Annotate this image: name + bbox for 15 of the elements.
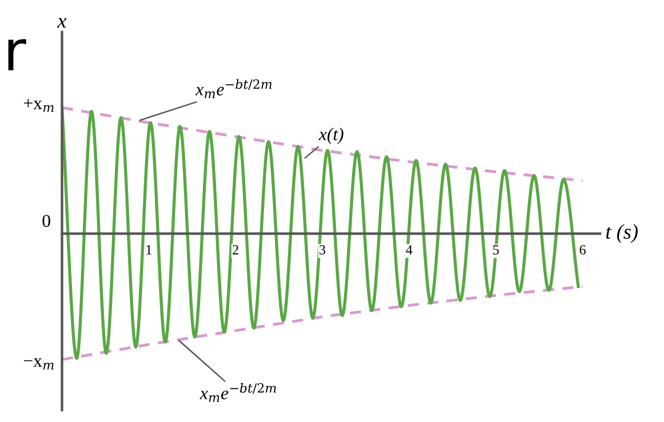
x-axis-title: t (s) bbox=[606, 224, 638, 244]
x-tick-label: 1 bbox=[146, 245, 152, 254]
annotation: x$_{m}$e$^{−bt/2m}$ bbox=[195, 79, 272, 98]
annotation: 0 bbox=[42, 214, 50, 228]
annotation: −x$_{m}$ bbox=[24, 358, 54, 370]
annotation: x$_{m}$e$^{−bt/2m}$ bbox=[200, 382, 276, 402]
x-tick-label: 4 bbox=[406, 245, 412, 254]
annotation: x(t) bbox=[318, 128, 344, 144]
text: r bbox=[8, 39, 26, 70]
x-tick-label: 3 bbox=[320, 245, 326, 254]
x-tick-label: 6 bbox=[580, 245, 586, 254]
x-tick-label: 5 bbox=[493, 245, 499, 254]
x-tick-label: 2 bbox=[232, 245, 238, 254]
annotation: +x$_{m}$ bbox=[24, 98, 54, 112]
y-axis-title: x bbox=[57, 18, 66, 28]
